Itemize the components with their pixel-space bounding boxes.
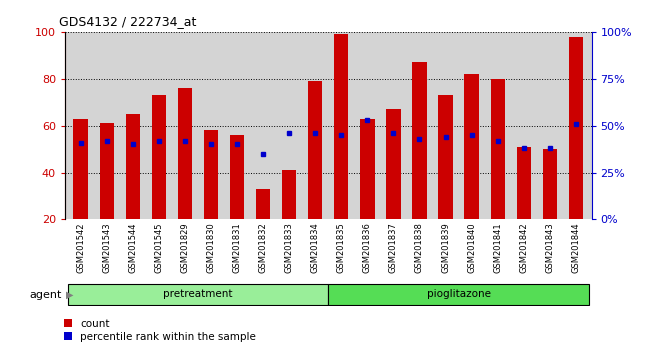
Text: pioglitazone: pioglitazone	[426, 289, 491, 299]
Bar	[308, 81, 322, 219]
Bar	[73, 119, 88, 219]
Bar	[360, 119, 374, 219]
Bar	[68, 284, 328, 305]
Bar	[491, 79, 505, 219]
Bar	[517, 147, 531, 219]
Bar	[328, 284, 589, 305]
Bar	[256, 189, 270, 219]
Bar	[412, 62, 426, 219]
Legend: count, percentile rank within the sample: count, percentile rank within the sample	[64, 319, 256, 342]
Bar	[177, 88, 192, 219]
Bar	[438, 95, 452, 219]
Bar	[99, 123, 114, 219]
Bar	[125, 114, 140, 219]
Bar	[334, 34, 348, 219]
Text: GDS4132 / 222734_at: GDS4132 / 222734_at	[58, 15, 196, 28]
Text: pretreatment: pretreatment	[163, 289, 233, 299]
Bar	[204, 130, 218, 219]
Bar	[569, 36, 583, 219]
Bar	[543, 149, 557, 219]
Bar	[386, 109, 400, 219]
Bar	[282, 170, 296, 219]
Text: ▶: ▶	[66, 290, 74, 300]
Text: agent: agent	[29, 290, 62, 300]
Bar	[465, 74, 479, 219]
Bar	[230, 135, 244, 219]
Bar	[151, 95, 166, 219]
